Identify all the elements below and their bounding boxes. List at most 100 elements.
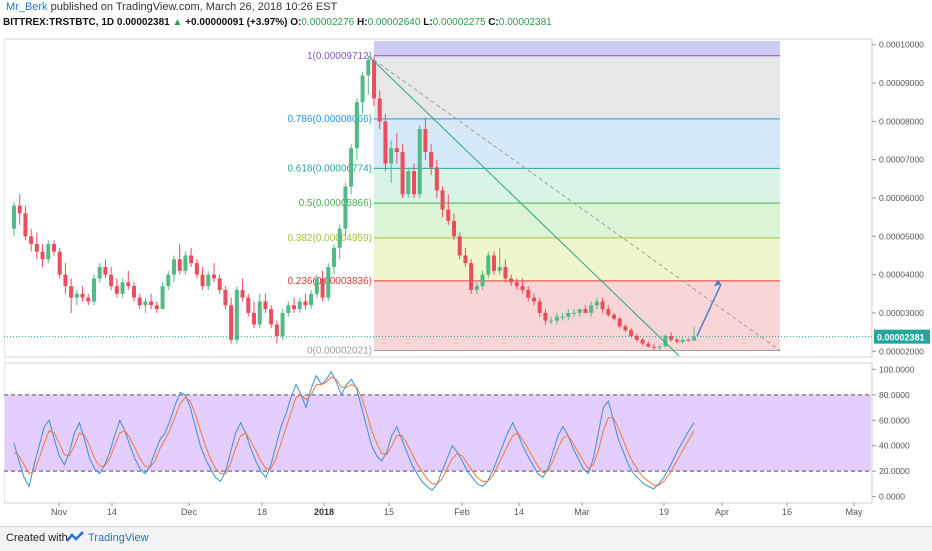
time-tick-label: 14 — [514, 507, 524, 517]
time-tick-label: Nov — [51, 507, 68, 517]
fib-zone-5 — [374, 280, 780, 351]
rsi-tick-label: 100.0000 — [879, 364, 915, 374]
candle-body — [663, 335, 668, 347]
time-tick-label: 19 — [659, 507, 669, 517]
publish-header: Mr_Berk published on TradingView.com, Ma… — [6, 1, 337, 13]
candle-body — [12, 205, 16, 229]
candle-body — [309, 293, 314, 306]
candle-body — [560, 316, 565, 318]
footer: Created with TradingView — [0, 526, 932, 551]
candle-body — [452, 220, 456, 237]
candle-body — [189, 255, 194, 264]
candle-body — [680, 339, 685, 342]
candle-body — [86, 297, 91, 302]
candle-body — [480, 274, 485, 287]
candle-body — [612, 314, 616, 319]
projection-arrow-line — [696, 283, 722, 337]
last-price: 0.00002381 — [116, 17, 170, 28]
rsi-tick-label: 0.0000 — [879, 492, 905, 502]
candle-body — [257, 301, 262, 325]
candle-body — [143, 301, 148, 306]
candle-body — [126, 282, 131, 287]
fib-zone-1 — [374, 118, 780, 169]
last-price-badge — [874, 329, 930, 344]
close-value: 0.00002381 — [498, 17, 552, 28]
candle-body — [640, 339, 645, 344]
candle-body — [183, 255, 188, 271]
close-label: C: — [488, 17, 499, 28]
candle-body — [589, 305, 594, 313]
time-axis[interactable]: Nov 14 Dec 18 2018 15 Feb 14 Mar 19 Apr 16 May — [51, 503, 863, 517]
dashed-fib-diagonal — [367, 55, 781, 351]
candle-body — [383, 121, 388, 164]
candle-body — [532, 297, 536, 302]
candle-body — [446, 209, 451, 221]
candle-body — [332, 247, 336, 267]
time-tick-label: Apr — [715, 507, 729, 517]
candle-body — [583, 309, 588, 313]
created-with-label: Created with — [6, 532, 68, 544]
candle-body — [206, 274, 211, 287]
candle-body — [594, 301, 599, 306]
candle-body — [492, 255, 496, 271]
rsi-pane[interactable]: 100.0000 80.0000 60.0000 40.0000 20.0000 0.00… — [3, 362, 915, 504]
fib-zone-3 — [374, 203, 780, 238]
candle-body — [194, 263, 199, 275]
candle-body — [646, 343, 651, 347]
chart-svg[interactable]: 1(0.00009712) 0.786(0.00008066) 0.618(0.00… — [3, 35, 932, 525]
candle-body — [246, 297, 251, 313]
chart-area[interactable]: 1(0.00009712) 0.786(0.00008066) 0.618(0.00… — [3, 35, 932, 525]
candle-body — [360, 75, 365, 103]
candle-body — [326, 266, 331, 298]
fib-zone-0 — [374, 55, 780, 119]
change-up-icon: ▲ — [172, 17, 183, 28]
candle-body — [514, 282, 519, 287]
candle-body — [417, 129, 422, 195]
candle-body — [657, 346, 662, 348]
time-tick-label: 16 — [782, 507, 792, 517]
candle-body — [617, 318, 622, 327]
candle-body — [606, 309, 611, 315]
price-tick-label: 0.00005000 — [879, 231, 924, 241]
candle-body — [526, 289, 531, 298]
candle-body — [509, 278, 514, 283]
candle-body — [429, 152, 434, 168]
time-tick-label: 15 — [384, 507, 394, 517]
candle-body — [377, 98, 382, 122]
candle-body — [343, 186, 348, 229]
candle-body — [543, 312, 548, 321]
candle-body — [274, 324, 279, 336]
candle-body — [252, 312, 256, 325]
candle-body — [46, 243, 51, 260]
open-label: O: — [290, 17, 302, 28]
time-tick-label: May — [845, 507, 863, 517]
candle-body — [474, 286, 479, 290]
high-label: H: — [357, 17, 368, 28]
price-tick-label: 0.00006000 — [879, 193, 924, 203]
fib-level-label: 1(0.00009712) — [307, 51, 372, 62]
fib-level-label: 0.5(0.00005866) — [299, 198, 372, 209]
candle-body — [57, 251, 62, 275]
tradingview-link[interactable]: TradingView — [88, 532, 149, 544]
candle-body — [537, 301, 542, 313]
change-value: +0.00000091 (+3.97%) — [185, 17, 288, 28]
author-link[interactable]: Mr_Berk — [6, 1, 48, 13]
candle-body — [486, 255, 491, 275]
candle-body — [154, 305, 159, 310]
rsi-tick-label: 60.0000 — [879, 415, 910, 425]
candle-body — [469, 263, 474, 290]
candle-body — [423, 129, 428, 153]
candle-body — [212, 274, 216, 279]
candle-body — [114, 286, 119, 294]
candle-body — [234, 289, 239, 340]
rsi-series-line-0 — [13, 370, 695, 491]
candle-body — [172, 259, 176, 275]
candle-body — [120, 282, 125, 294]
candle-body — [629, 330, 634, 336]
candle-body — [69, 286, 74, 298]
time-tick-label: 2018 — [314, 507, 334, 517]
price-pane[interactable]: 1(0.00009712) 0.786(0.00008066) 0.618(0.00… — [3, 38, 930, 358]
candle-body — [652, 346, 656, 348]
candle-body — [97, 266, 102, 279]
candle-body — [40, 251, 45, 260]
